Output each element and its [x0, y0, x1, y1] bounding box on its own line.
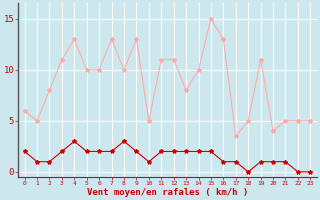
X-axis label: Vent moyen/en rafales ( km/h ): Vent moyen/en rafales ( km/h ) [87, 188, 248, 197]
